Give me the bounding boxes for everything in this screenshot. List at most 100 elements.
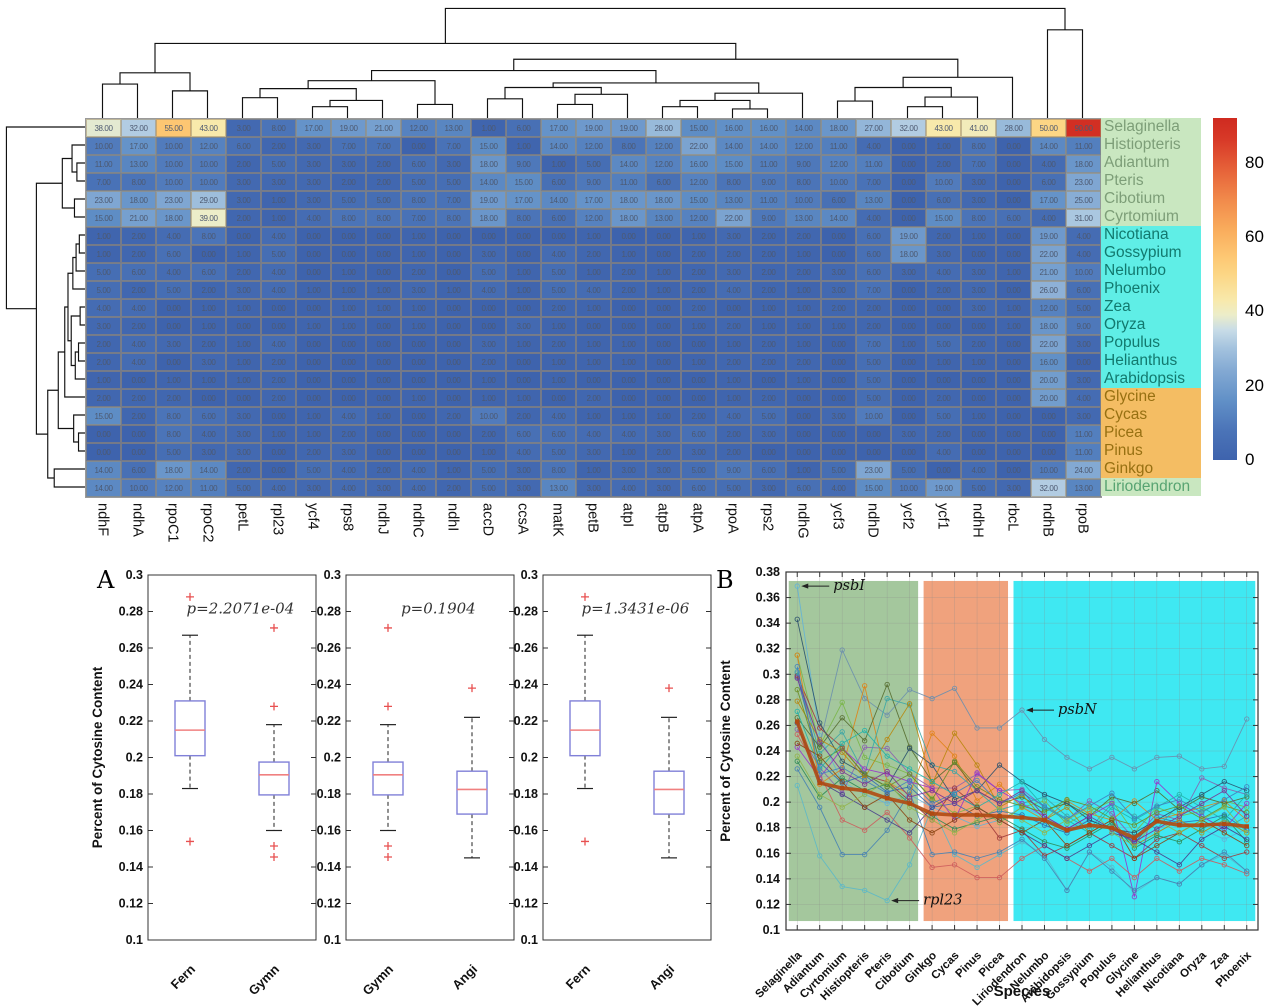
heatmap-cell: 6.00: [191, 407, 226, 425]
heatmap-cell: 14.00: [751, 137, 786, 155]
heatmap-cell: 0.00: [1031, 407, 1066, 425]
heatmap-cell: 7.00: [961, 155, 996, 173]
heatmap-cell: 0.00: [86, 425, 121, 443]
heatmap-cell: 38.00: [86, 119, 121, 137]
heatmap-cell: 6.00: [506, 425, 541, 443]
heatmap-cell: 1.00: [506, 335, 541, 353]
heatmap-cell: 5.00: [226, 479, 261, 497]
heatmap-cell: 4.00: [1066, 245, 1101, 263]
gene-label: atpA: [689, 503, 706, 533]
heatmap-cell: 2.00: [926, 155, 961, 173]
heatmap-cell: 4.00: [1066, 389, 1101, 407]
heatmap-cell: 0.00: [226, 389, 261, 407]
heatmap-cell: 2.00: [226, 461, 261, 479]
y-tick-label: 0.26: [317, 641, 341, 655]
heatmap-cell: 11.00: [86, 155, 121, 173]
heatmap-cell: 1.00: [786, 335, 821, 353]
heatmap-cell: 0.00: [961, 317, 996, 335]
heatmap-cell: 41.00: [961, 119, 996, 137]
heatmap-cell: 6.00: [121, 461, 156, 479]
row-dendrogram: [5, 126, 85, 488]
gene-label: ndhH: [969, 503, 986, 538]
y-tick-label: 0.12: [514, 897, 538, 911]
heatmap-cell: 1.00: [436, 461, 471, 479]
heatmap-cell: 1.00: [576, 227, 611, 245]
heatmap-cell: 2.00: [471, 425, 506, 443]
heatmap-cell: 7.00: [856, 173, 891, 191]
heatmap-cell: 0.00: [891, 137, 926, 155]
heatmap-cell: 0.00: [961, 443, 996, 461]
line-y-tick-label: 0.36: [756, 591, 780, 605]
heatmap-cell: 21.00: [121, 209, 156, 227]
heatmap-cell: 4.00: [1031, 209, 1066, 227]
heatmap-cell: 0.00: [226, 227, 261, 245]
line-y-tick-label: 0.3: [763, 667, 780, 681]
heatmap-cell: 4.00: [541, 407, 576, 425]
y-tick-label: 0.3: [126, 568, 143, 582]
heatmap-cell: 0.00: [926, 299, 961, 317]
heatmap-cell: 2.00: [331, 173, 366, 191]
heatmap-cell: 12.00: [576, 137, 611, 155]
species-label: Arabidopsis: [1101, 370, 1201, 388]
heatmap-cell: 0.00: [506, 353, 541, 371]
heatmap-cell: 2.00: [226, 263, 261, 281]
heatmap-cell: 0.00: [366, 353, 401, 371]
heatmap-cell: 28.00: [646, 119, 681, 137]
heatmap-cell: 1.00: [506, 389, 541, 407]
heatmap-cell: 0.00: [191, 245, 226, 263]
heatmap-cell: 14.00: [1031, 137, 1066, 155]
line-y-tick-label: 0.18: [756, 821, 780, 835]
heatmap-cell: 12.00: [156, 479, 191, 497]
heatmap-cell: 3.00: [296, 137, 331, 155]
heatmap-cell: 1.00: [401, 299, 436, 317]
species-label: Cycas: [1101, 406, 1201, 424]
heatmap-cell: 8.00: [961, 137, 996, 155]
heatmap-cell: 0.00: [366, 245, 401, 263]
heatmap-cell: 2.00: [226, 209, 261, 227]
heatmap-cell: 18.00: [1066, 155, 1101, 173]
heatmap-cell: 0.00: [436, 353, 471, 371]
heatmap-cell: 9.00: [506, 155, 541, 173]
heatmap-cell: 10.00: [86, 137, 121, 155]
heatmap-cell: 1.00: [576, 407, 611, 425]
heatmap-cell: 14.00: [716, 137, 751, 155]
heatmap-cell: 11.00: [191, 479, 226, 497]
heatmap-cell: 12.00: [821, 155, 856, 173]
heatmap-cell: 0.00: [996, 407, 1031, 425]
gene-label: rpoA: [724, 503, 741, 534]
heatmap-cell: 0.00: [646, 353, 681, 371]
heatmap-cell: 0.00: [891, 155, 926, 173]
gene-label: ndhD: [864, 503, 881, 538]
heatmap-cell: 0.00: [821, 335, 856, 353]
heatmap-cell: 19.00: [611, 119, 646, 137]
heatmap-cell: 0.00: [156, 353, 191, 371]
heatmap-cell: 0.00: [366, 425, 401, 443]
heatmap-cell: 3.00: [821, 263, 856, 281]
species-label: Histiopteris: [1101, 136, 1201, 154]
heatmap-cell: 3.00: [226, 407, 261, 425]
line-y-tick-label: 0.12: [756, 897, 780, 911]
heatmap-cell: 3.00: [471, 335, 506, 353]
gene-label: ndhC: [409, 503, 426, 538]
heatmap-cell: 1.00: [576, 353, 611, 371]
heatmap-cell: 1.00: [191, 317, 226, 335]
y-tick-label: 0.24: [514, 678, 538, 692]
heatmap-cell: 15.00: [716, 155, 751, 173]
heatmap-cell: 1.00: [891, 335, 926, 353]
p-value-label: p=1.3431e-06: [582, 600, 690, 618]
heatmap-cell: 20.00: [1031, 389, 1066, 407]
heatmap-cell: 3.00: [331, 155, 366, 173]
y-tick-label: 0.28: [119, 605, 143, 619]
heatmap-cell: 0.00: [891, 191, 926, 209]
p-value-label: p=0.1904: [401, 600, 476, 618]
species-label: Zea: [1101, 298, 1201, 316]
heatmap-cell: 5.00: [716, 479, 751, 497]
heatmap-cell: 2.00: [436, 407, 471, 425]
colorbar: [1213, 118, 1237, 460]
heatmap-cell: 16.00: [751, 119, 786, 137]
heatmap-cell: 7.00: [331, 137, 366, 155]
heatmap-cell: 0.00: [996, 425, 1031, 443]
heatmap-cell: 3.00: [961, 191, 996, 209]
heatmap-cell: 1.00: [401, 389, 436, 407]
heatmap-cell: 4.00: [471, 281, 506, 299]
